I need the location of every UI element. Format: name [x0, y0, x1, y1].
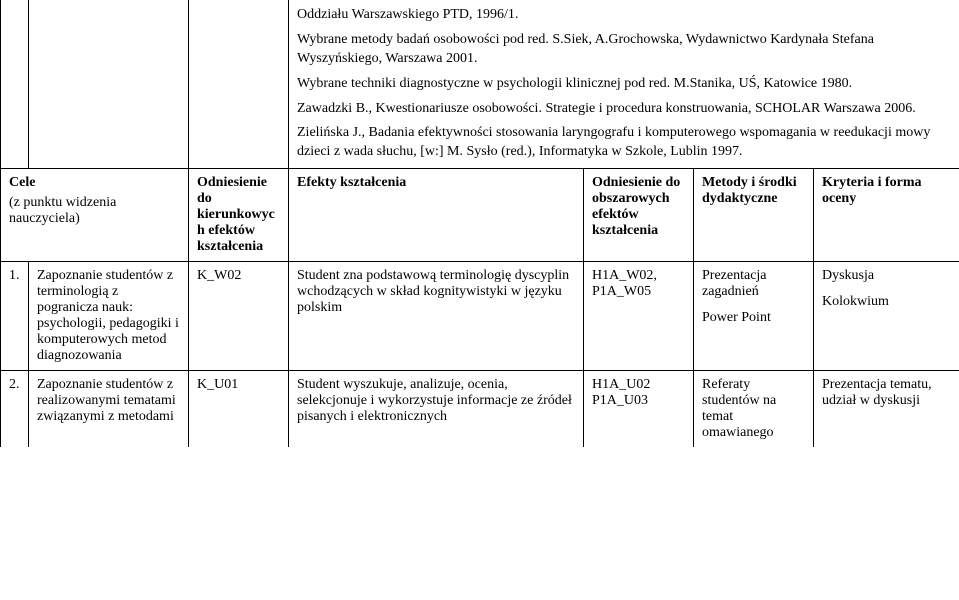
header-cele-line1: Cele — [9, 175, 180, 191]
header-cele-line2: (z punktu widzenia nauczyciela) — [9, 195, 180, 227]
kryteria-cell: Prezentacja tematu, udział w dyskusji — [814, 371, 959, 448]
table-header-row: Cele (z punktu widzenia nauczyciela) Odn… — [1, 169, 959, 262]
cele-cell: Zapoznanie studentów z terminologią z po… — [29, 262, 189, 371]
literature-cell: Oddziału Warszawskiego PTD, 1996/1. Wybr… — [289, 0, 959, 169]
kryteria-cell: Dyskusja Kolokwium — [814, 262, 959, 371]
kierunkowe-cell: K_U01 — [189, 371, 289, 448]
empty-cell — [189, 0, 289, 169]
empty-cell — [1, 0, 29, 169]
header-efekty: Efekty kształcenia — [289, 169, 584, 262]
header-metody: Metody i środki dydaktyczne — [694, 169, 814, 262]
header-cele: Cele (z punktu widzenia nauczyciela) — [1, 169, 189, 262]
literature-row: Oddziału Warszawskiego PTD, 1996/1. Wybr… — [1, 0, 959, 169]
literature-line: Wybrane metody badań osobowości pod red.… — [297, 31, 951, 69]
efekty-cell: Student zna podstawową terminologię dysc… — [289, 262, 584, 371]
kryteria-line: Kolokwium — [822, 294, 951, 310]
literature-line: Zawadzki B., Kwestionariusze osobowości.… — [297, 100, 951, 119]
metody-cell: Referaty studentów na temat omawianego — [694, 371, 814, 448]
syllabus-table: Oddziału Warszawskiego PTD, 1996/1. Wybr… — [0, 0, 959, 447]
kryteria-line: Dyskusja — [822, 268, 951, 284]
header-kryteria: Kryteria i forma oceny — [814, 169, 959, 262]
obszarowe-line: H1A_U02 — [592, 377, 685, 393]
row-number: 1. — [1, 262, 29, 371]
literature-line: Oddziału Warszawskiego PTD, 1996/1. — [297, 6, 951, 25]
obszarowe-cell: H1A_W02, P1A_W05 — [584, 262, 694, 371]
obszarowe-line: P1A_U03 — [592, 393, 685, 409]
efekty-cell: Student wyszukuje, analizuje, ocenia, se… — [289, 371, 584, 448]
header-obszarowe: Odniesienie do obszarowych efektów kszta… — [584, 169, 694, 262]
header-kierunkowe: Odniesienie do kierunkowych efektów kszt… — [189, 169, 289, 262]
metody-line: Prezentacja zagadnień — [702, 268, 805, 300]
table-row: 1. Zapoznanie studentów z terminologią z… — [1, 262, 959, 371]
literature-line: Wybrane techniki diagnostyczne w psychol… — [297, 75, 951, 94]
kierunkowe-cell: K_W02 — [189, 262, 289, 371]
table-row: 2. Zapoznanie studentów z realizowanymi … — [1, 371, 959, 448]
metody-cell: Prezentacja zagadnień Power Point — [694, 262, 814, 371]
metody-line: Power Point — [702, 310, 805, 326]
empty-cell — [29, 0, 189, 169]
row-number: 2. — [1, 371, 29, 448]
literature-line: Zielińska J., Badania efektywności stoso… — [297, 124, 951, 162]
cele-cell: Zapoznanie studentów z realizowanymi tem… — [29, 371, 189, 448]
obszarowe-cell: H1A_U02 P1A_U03 — [584, 371, 694, 448]
